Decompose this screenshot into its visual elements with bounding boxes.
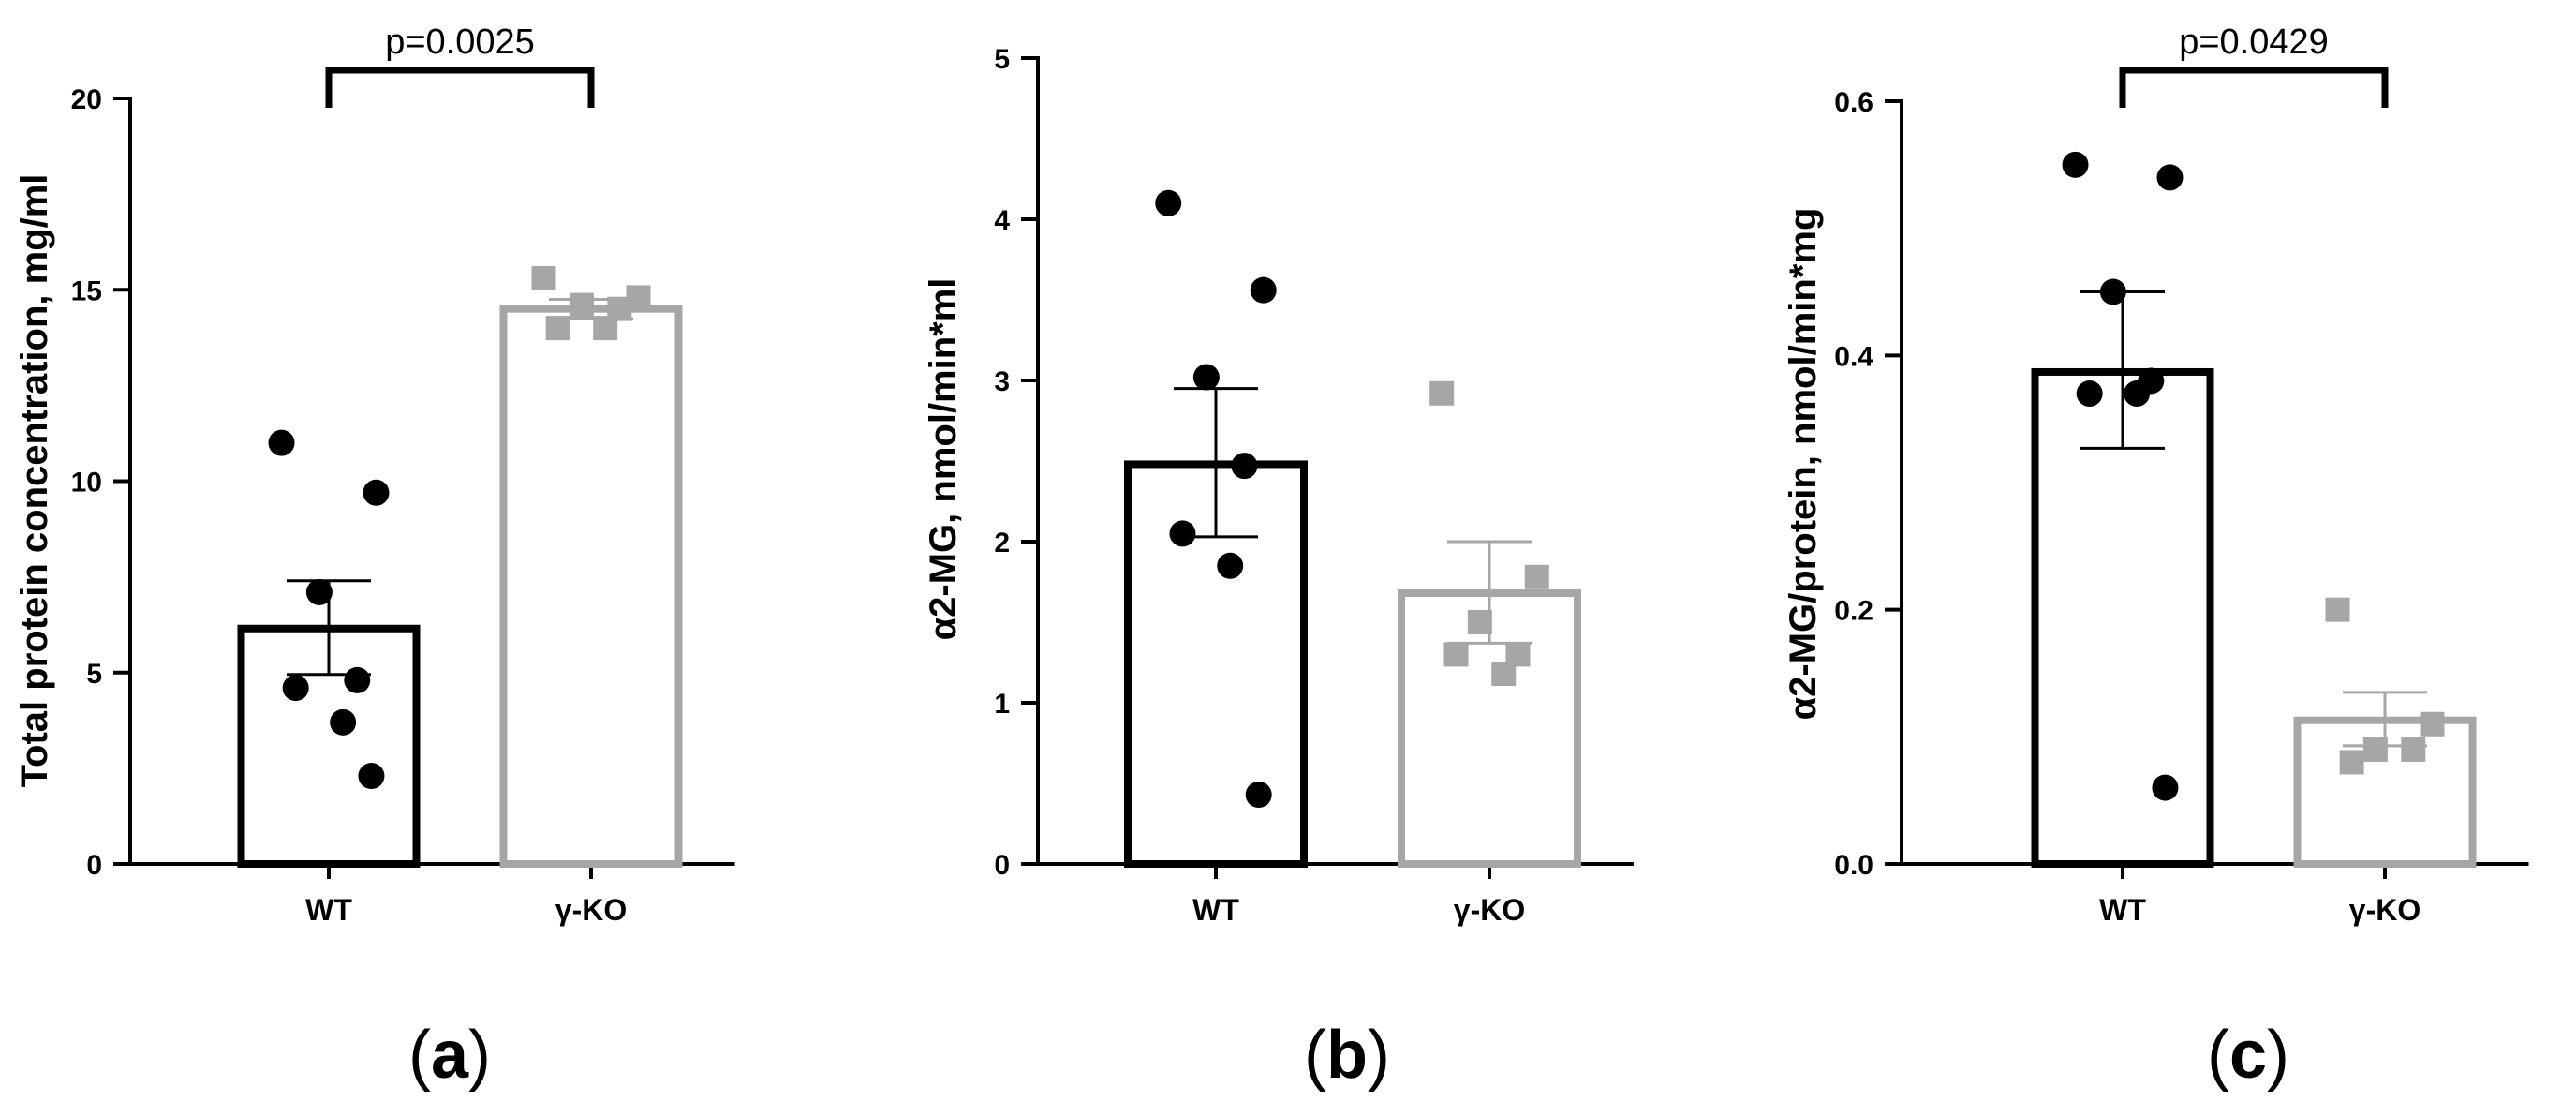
y-axis-label: α2-MG, nmol/min*ml <box>923 278 964 641</box>
panel-a: 0 5 10 15 20 WT γ-KO Total protein concentratio… <box>14 22 735 1093</box>
panel-b: 0 1 2 3 4 5 WT γ-KO α2-MG, nmol/min*ml (b) <box>923 44 1634 1093</box>
x-category-label: γ-KO <box>555 893 627 927</box>
data-point <box>268 429 295 456</box>
y-tick-label: 3 <box>994 366 1010 397</box>
x-category-label: WT <box>305 893 352 927</box>
panel-label: (b) <box>1304 1018 1390 1093</box>
panel-c: 0.0 0.2 0.4 0.6 WT γ-KO α2-MG/protein, nmol/mi… <box>1783 22 2529 1093</box>
y-tick-label: 10 <box>71 468 102 499</box>
significance-bracket <box>325 67 595 108</box>
data-point <box>2325 597 2350 622</box>
data-point <box>593 316 618 341</box>
data-point <box>1250 276 1277 304</box>
significance-label: p=0.0429 <box>2179 22 2329 62</box>
data-point <box>1245 782 1272 809</box>
y-tick-label: 0 <box>86 850 102 881</box>
data-point <box>1524 564 1549 589</box>
panel-label: (c) <box>2207 1018 2289 1093</box>
y-tick-label: 5 <box>994 44 1010 75</box>
data-point <box>1443 642 1469 667</box>
data-point <box>358 763 385 790</box>
data-point <box>2339 750 2364 775</box>
data-point <box>545 316 570 341</box>
y-tick-label: 0 <box>994 850 1010 881</box>
data-point <box>2062 151 2089 178</box>
x-category-label: γ-KO <box>1454 893 1525 927</box>
data-point <box>1155 189 1182 216</box>
y-tick-label: 0.6 <box>1834 87 1873 118</box>
significance-label: p=0.0025 <box>385 22 535 62</box>
y-tick-label: 0.2 <box>1834 596 1873 627</box>
data-point <box>330 708 357 736</box>
data-point <box>1169 520 1196 547</box>
y-axis-label: Total protein concentration, mg/ml <box>14 174 55 788</box>
y-tick-label: 2 <box>994 528 1010 558</box>
data-point <box>531 265 556 290</box>
y-tick-label: 4 <box>994 205 1010 236</box>
panel-label: (a) <box>408 1018 491 1093</box>
y-tick-label: 5 <box>86 659 102 690</box>
y-tick-label: 15 <box>71 276 102 306</box>
data-point <box>2401 737 2426 762</box>
data-point <box>2152 774 2179 801</box>
data-point <box>1429 380 1455 406</box>
y-tick-label: 20 <box>71 84 102 115</box>
data-point <box>2124 380 2151 408</box>
data-point <box>363 479 390 506</box>
x-category-label: WT <box>2099 893 2146 927</box>
data-point <box>2156 164 2184 191</box>
data-point <box>1192 364 1220 391</box>
data-point <box>2420 711 2445 737</box>
bar-γ-KO <box>499 305 683 868</box>
data-point <box>1231 453 1258 480</box>
y-tick-label: 0.0 <box>1834 850 1873 881</box>
x-category-label: WT <box>1192 893 1239 927</box>
data-point <box>1217 552 1244 579</box>
data-point <box>2076 380 2103 408</box>
y-tick-label: 1 <box>994 689 1010 720</box>
data-point <box>1491 662 1517 687</box>
significance-bracket <box>2119 67 2389 108</box>
data-point <box>344 666 371 693</box>
data-point <box>282 675 309 702</box>
x-category-label: γ-KO <box>2349 893 2421 927</box>
y-axis-label: α2-MG/protein, nmol/min*mg <box>1783 208 1824 721</box>
y-tick-label: 0.4 <box>1834 341 1873 372</box>
data-point <box>305 578 333 605</box>
